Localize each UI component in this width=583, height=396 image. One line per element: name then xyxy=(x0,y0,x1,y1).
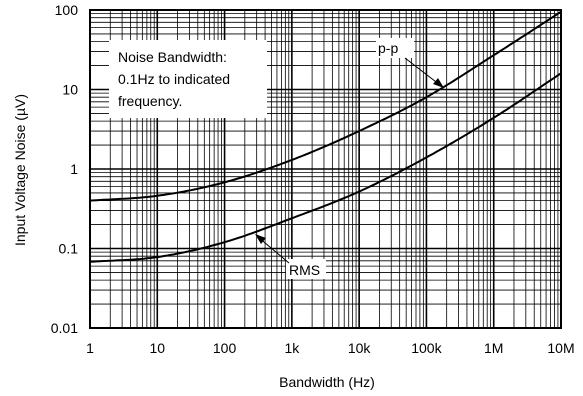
annotation-box-bg xyxy=(109,40,267,118)
x-tick-label: 100k xyxy=(411,340,442,356)
x-axis-label: Bandwidth (Hz) xyxy=(279,374,375,390)
annotation-box: Noise Bandwidth: 0.1Hz to indicated freq… xyxy=(109,40,267,118)
y-tick-label: 1 xyxy=(70,161,78,177)
plot-frame xyxy=(89,9,562,329)
y-tick-labels: 0.01 0.1 1 10 100 xyxy=(51,2,78,336)
series-label-pp-text: p-p xyxy=(378,40,398,56)
series-label-rms-arrowhead xyxy=(255,234,266,244)
x-tick-label: 10k xyxy=(348,340,372,356)
x-tick-label: 1k xyxy=(284,340,300,356)
series-label-pp-arrowhead xyxy=(433,78,444,88)
y-tick-label: 100 xyxy=(55,2,79,18)
series-line-pp xyxy=(89,10,562,202)
y-tick-label: 10 xyxy=(62,82,78,98)
y-tick-label: 0.1 xyxy=(59,241,79,257)
series-label-rms-bg xyxy=(286,259,326,279)
annotation-line-3: frequency. xyxy=(118,93,182,109)
series-label-pp-bg xyxy=(376,38,414,58)
x-tick-label: 10 xyxy=(149,340,165,356)
series-label-pp: p-p xyxy=(376,38,444,88)
annotation-line-1: Noise Bandwidth: xyxy=(118,49,227,65)
x-tick-label: 1M xyxy=(484,340,503,356)
x-tick-label: 100 xyxy=(213,340,237,356)
series-label-pp-leader xyxy=(404,57,441,86)
x-tick-labels: 1 10 100 1k 10k 100k 1M 10M xyxy=(86,340,575,356)
curves xyxy=(89,10,562,263)
annotation-line-2: 0.1Hz to indicated xyxy=(118,71,230,87)
x-tick-label: 10M xyxy=(547,340,574,356)
series-label-rms: RMS xyxy=(255,234,326,279)
series-line-rms xyxy=(89,72,562,263)
y-tick-label: 0.01 xyxy=(51,320,78,336)
series-label-rms-text: RMS xyxy=(289,262,320,278)
x-tick-label: 1 xyxy=(86,340,94,356)
y-axis-label: Input Voltage Noise (µV) xyxy=(12,94,28,246)
